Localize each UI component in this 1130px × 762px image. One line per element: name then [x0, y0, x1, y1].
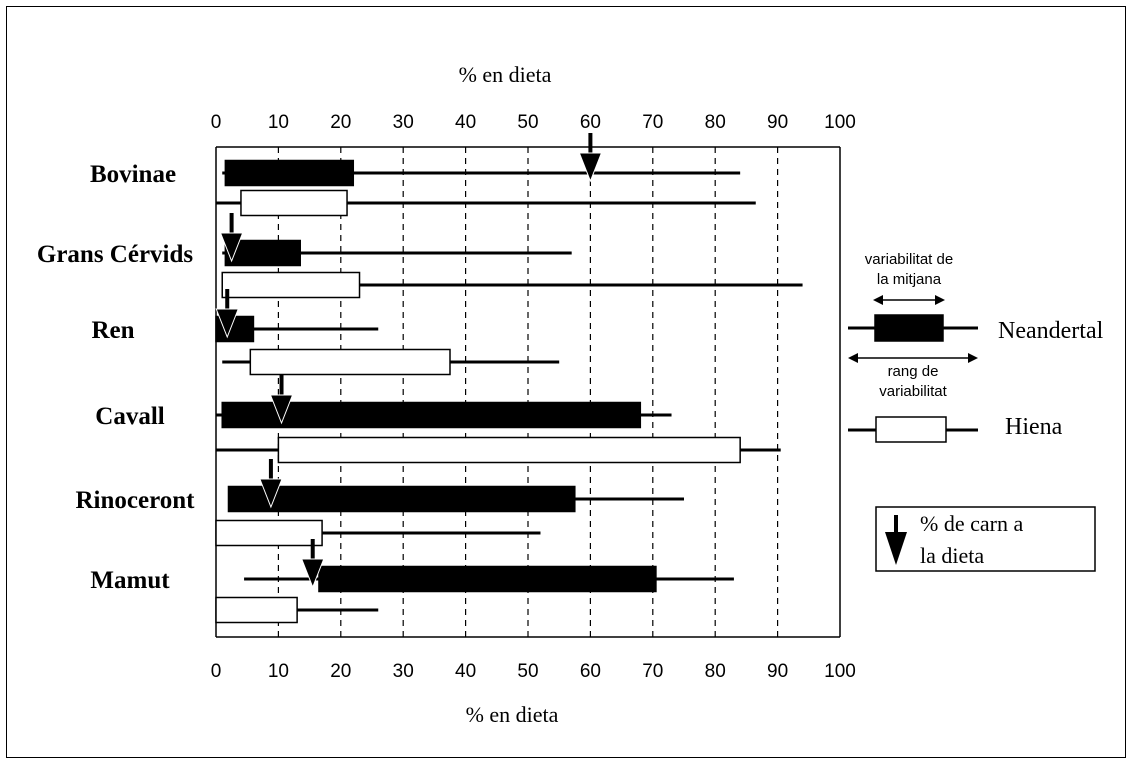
meat-arrow: [219, 213, 244, 263]
x-tick-label-bottom: 20: [330, 661, 351, 682]
legend-hiena-box: [875, 416, 947, 443]
x-tick-label-bottom: 80: [705, 661, 726, 682]
category-label: Rinoceront: [76, 487, 196, 514]
meat-arrow: [300, 539, 325, 589]
x-tick-label-top: 90: [767, 112, 788, 133]
legend-range-arrow-right-head: [968, 353, 978, 363]
meat-arrow: [215, 289, 239, 339]
neandertal-box: [221, 401, 642, 429]
x-tick-label-top: 70: [642, 112, 663, 133]
legend-range-label-line2: variabilitat: [879, 383, 947, 400]
legend-arrow-box: [875, 506, 1096, 572]
category-label: Cavall: [95, 403, 165, 430]
legend-hiena-label: Hiena: [1005, 414, 1063, 440]
x-tick-label-top: 40: [455, 112, 476, 133]
legend: variabilitat de la mitjana Neandertal ra…: [848, 251, 1104, 572]
x-tick-label-bottom: 60: [580, 661, 601, 682]
category-label: Ren: [91, 317, 134, 344]
x-tick-label-bottom: 40: [455, 661, 476, 682]
hiena-box: [215, 519, 323, 547]
category-label: Mamut: [90, 567, 170, 594]
meat-arrow: [259, 459, 283, 509]
x-tick-label-bottom: 50: [517, 661, 538, 682]
legend-meat-arrow-icon: [885, 532, 907, 565]
x-tick-label-top: 10: [268, 112, 289, 133]
hiena-box: [240, 189, 348, 217]
figure-frame: [6, 6, 1126, 758]
legend-range-label-line1: rang de: [888, 363, 939, 380]
x-tick-label-top: 30: [393, 112, 414, 133]
hiena-box: [221, 271, 361, 299]
x-tick-label-top: 100: [824, 112, 856, 133]
x-tick-label-top: 0: [211, 112, 222, 133]
neandertal-box: [227, 485, 576, 513]
legend-neandertal-label: Neandertal: [998, 318, 1104, 344]
legend-range-arrow-left-head: [848, 353, 858, 363]
x-tick-label-bottom: 70: [642, 661, 663, 682]
meat-arrow-head: [300, 558, 325, 589]
x-tick-label-bottom: 90: [767, 661, 788, 682]
x-tick-label-bottom: 0: [211, 661, 222, 682]
meat-arrow-head: [578, 152, 603, 183]
x-tick-label-top: 20: [330, 112, 351, 133]
category-label: Bovinae: [90, 161, 176, 188]
neandertal-box: [318, 565, 657, 593]
meat-arrow-head: [219, 232, 244, 263]
meat-arrow-head: [269, 394, 294, 425]
x-tick-label-bottom: 30: [393, 661, 414, 682]
legend-box-label-line2: la mitjana: [877, 271, 942, 288]
meat-arrow-head: [215, 308, 239, 339]
legend-arrow-label-line1: % de carn a: [920, 511, 1023, 536]
legend-arrow-label-line2: la dieta: [920, 543, 984, 568]
meat-arrow: [269, 375, 294, 425]
x-axis-title-top: % en dieta: [459, 62, 552, 87]
hiena-box: [249, 348, 451, 376]
hiena-box: [215, 596, 298, 624]
legend-box-arrow-right-head: [935, 295, 945, 305]
x-tick-label-bottom: 100: [824, 661, 856, 682]
legend-box-arrow-left-head: [873, 295, 883, 305]
x-tick-label-top: 80: [705, 112, 726, 133]
meat-arrow-head: [259, 478, 283, 509]
x-tick-label-top: 60: [580, 112, 601, 133]
x-axis-title-bottom: % en dieta: [466, 702, 559, 727]
legend-box-label-line1: variabilitat de: [865, 251, 953, 268]
plot-area: 0 0 10 10 20 20 30 30 40 40 50 50 60 60 70 70 80 80 90 90 10…: [37, 112, 856, 682]
neandertal-box: [224, 159, 355, 187]
legend-neandertal-box: [874, 314, 944, 342]
x-tick-label-bottom: 10: [268, 661, 289, 682]
category-label: Grans Cérvids: [37, 241, 194, 268]
hiena-box: [277, 436, 741, 464]
meat-arrow: [578, 133, 603, 183]
x-tick-label-top: 50: [517, 112, 538, 133]
